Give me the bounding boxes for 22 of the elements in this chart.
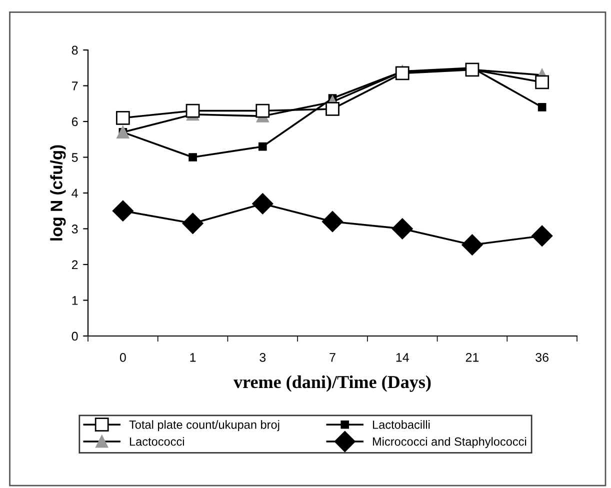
- x-tick-label: 3: [260, 352, 266, 362]
- y-tick-label: 3: [72, 224, 78, 234]
- y-tick-label: 6: [72, 117, 78, 126]
- y-tick-label: 1: [72, 296, 78, 305]
- y-tick-label: 8: [72, 46, 78, 55]
- x-tick-label: 36: [536, 352, 548, 362]
- x-tick-label: 14: [396, 353, 409, 362]
- x-tick-label: 21: [466, 352, 479, 362]
- y-tick-label: 7: [72, 82, 78, 90]
- x-tick-label: 1: [190, 353, 196, 362]
- x-tick-label: 0: [120, 352, 126, 362]
- x-tick-label: 7: [330, 353, 336, 362]
- x-axis-title: vreme (dani)/Time (Days): [234, 375, 431, 392]
- legend-label: Total plate count/ukupan broj: [129, 420, 280, 432]
- y-tick-label: 2: [72, 260, 78, 270]
- legend-label: Micrococci and Staphylococci: [372, 437, 526, 448]
- legend-label: Lactobacilli: [372, 420, 430, 429]
- y-tick-label: 0: [72, 332, 78, 341]
- y-axis-title: log N (cfu/g): [50, 145, 66, 240]
- y-tick-label: 4: [72, 188, 78, 198]
- legend-label: Lactococci: [130, 437, 184, 446]
- y-tick-label: 5: [72, 153, 78, 162]
